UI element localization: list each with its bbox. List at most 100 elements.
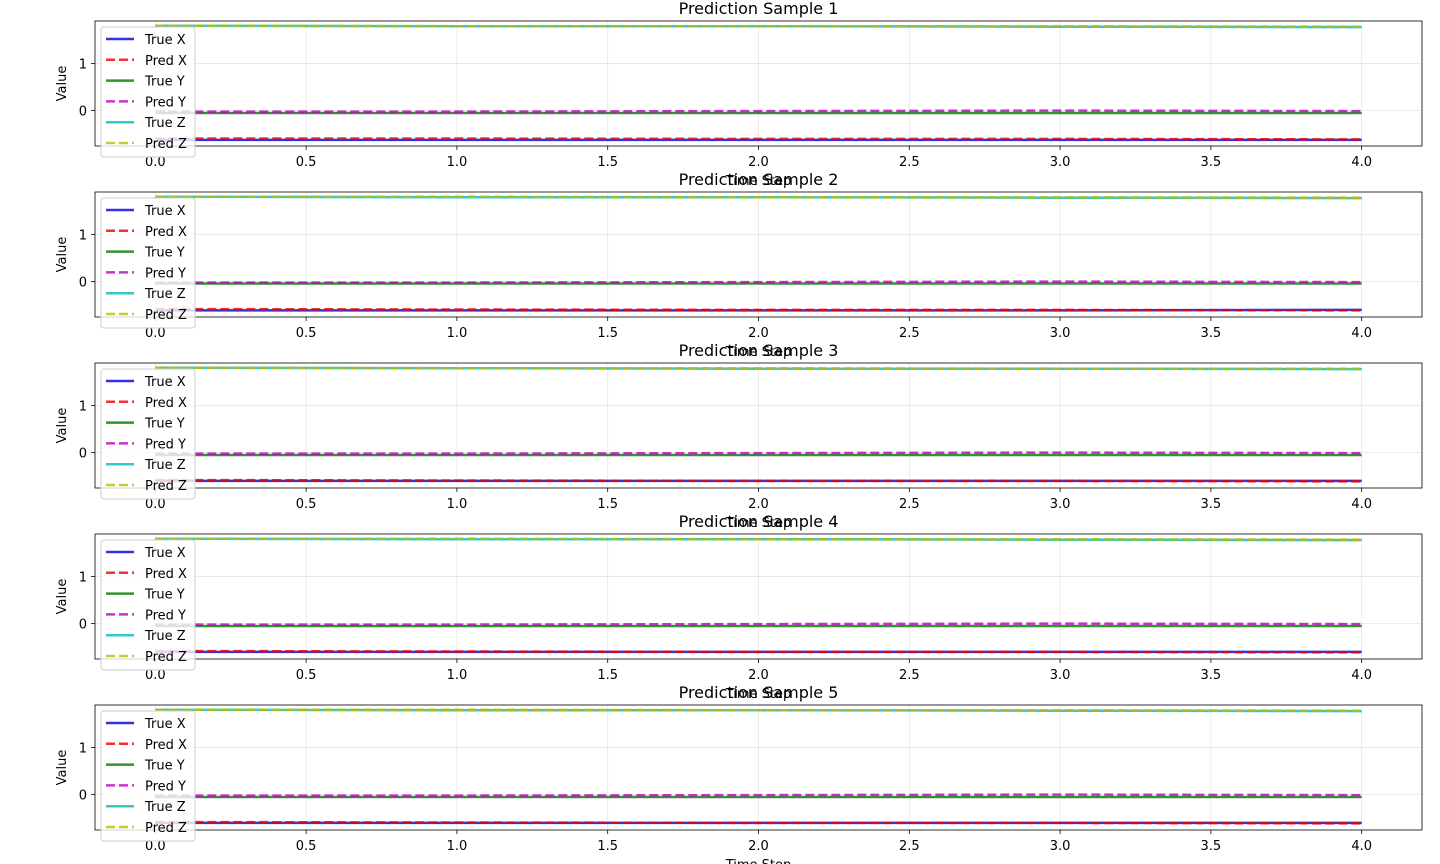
x-tick-label: 1.5 (597, 668, 618, 683)
legend-label: Pred Y (145, 437, 186, 452)
series-line-pred-x (155, 137, 1362, 141)
x-tick-label: 4.0 (1351, 668, 1372, 683)
panel-title: Prediction Sample 4 (679, 512, 839, 531)
y-tick-label: 1 (79, 570, 87, 585)
x-tick-label: 3.0 (1050, 497, 1071, 512)
x-tick-label: 2.0 (748, 326, 769, 341)
y-axis-label: Value (55, 579, 70, 615)
x-tick-label: 1.0 (447, 668, 468, 683)
series-line-pred-z (155, 195, 1362, 199)
series-line-pred-y (155, 622, 1362, 626)
subplot-4: 0.0 0.5 1.0 1.5 2.0 2.5 3.0 3.5 4.0 0 1 Prediction … (55, 512, 1423, 702)
x-tick-label: 3.5 (1201, 668, 1222, 683)
y-tick-label: 1 (79, 57, 87, 72)
subplot-5: 0.0 0.5 1.0 1.5 2.0 2.5 3.0 3.5 4.0 0 1 Prediction … (55, 683, 1423, 864)
x-tick-label: 0.5 (296, 155, 317, 170)
legend-label: True Z (144, 629, 186, 644)
y-tick-label: 1 (79, 399, 87, 414)
x-tick-label: 1.0 (447, 839, 468, 854)
x-tick-label: 0.0 (145, 155, 166, 170)
panel-title: Prediction Sample 3 (679, 341, 839, 360)
x-tick-label: 2.5 (899, 839, 920, 854)
x-tick-label: 0.0 (145, 839, 166, 854)
y-tick-label: 0 (79, 276, 87, 291)
x-tick-label: 4.0 (1351, 326, 1372, 341)
legend-label: Pred Z (145, 821, 187, 836)
panel-title: Prediction Sample 5 (679, 683, 839, 702)
y-tick-label: 1 (79, 741, 87, 756)
axes-frame (94, 704, 1423, 831)
x-tick-label: 2.0 (748, 497, 769, 512)
legend-label: Pred Y (145, 608, 186, 623)
x-axis-label: Time Step (725, 687, 792, 702)
series-line-pred-x (155, 307, 1362, 312)
x-tick-label: 0.0 (145, 497, 166, 512)
legend-label: True X (144, 546, 186, 561)
legend-label: True Z (144, 116, 186, 131)
axes-frame (94, 191, 1423, 318)
subplot-1: 0.0 0.5 1.0 1.5 2.0 2.5 3.0 3.5 4.0 0 1 Prediction … (55, 0, 1423, 189)
x-tick-label: 1.5 (597, 155, 618, 170)
x-axis-label: Time Step (725, 174, 792, 189)
y-tick-label: 0 (79, 447, 87, 462)
y-axis-label: Value (55, 408, 70, 444)
legend-label: Pred X (145, 567, 187, 582)
series-line-pred-y (155, 451, 1362, 455)
legend-label: True X (144, 33, 186, 48)
x-tick-label: 3.0 (1050, 668, 1071, 683)
legend-label: Pred X (145, 54, 187, 69)
x-tick-label: 4.0 (1351, 839, 1372, 854)
x-tick-label: 1.0 (447, 497, 468, 512)
x-tick-label: 2.0 (748, 839, 769, 854)
y-axis-label: Value (55, 66, 70, 102)
x-tick-label: 3.5 (1201, 326, 1222, 341)
axes-frame (94, 362, 1423, 489)
series-line-pred-z (155, 537, 1362, 541)
x-tick-label: 2.5 (899, 668, 920, 683)
legend-label: True Y (144, 246, 185, 261)
plot-area (95, 21, 1422, 146)
legend-label: Pred Z (145, 308, 187, 323)
panel-title: Prediction Sample 2 (679, 170, 839, 189)
series-line-pred-z (155, 708, 1362, 712)
x-tick-label: 3.5 (1201, 497, 1222, 512)
x-axis-label: Time Step (725, 345, 792, 360)
x-tick-label: 0.0 (145, 668, 166, 683)
panel-title: Prediction Sample 1 (679, 0, 839, 18)
x-tick-label: 1.0 (447, 155, 468, 170)
x-axis-label: Time Step (725, 516, 792, 531)
x-tick-label: 2.5 (899, 155, 920, 170)
legend-label: True X (144, 717, 186, 732)
series-line-pred-y (155, 280, 1362, 284)
y-tick-label: 0 (79, 618, 87, 633)
plot-area (95, 363, 1422, 488)
legend: True X Pred X True Y Pred Y True Z Pred Z (100, 710, 196, 842)
x-tick-label: 0.5 (296, 326, 317, 341)
y-axis-label: Value (55, 237, 70, 273)
x-tick-label: 3.0 (1050, 326, 1071, 341)
legend-label: Pred Y (145, 779, 186, 794)
subplot-2: 0.0 0.5 1.0 1.5 2.0 2.5 3.0 3.5 4.0 0 1 Prediction … (55, 170, 1423, 360)
legend-label: Pred Y (145, 95, 186, 110)
x-tick-label: 0.5 (296, 497, 317, 512)
x-tick-label: 0.0 (145, 326, 166, 341)
x-tick-label: 4.0 (1351, 497, 1372, 512)
legend-label: True Z (144, 800, 186, 815)
x-tick-label: 2.5 (899, 497, 920, 512)
legend-label: Pred Y (145, 266, 186, 281)
x-tick-label: 4.0 (1351, 155, 1372, 170)
legend-label: True Z (144, 287, 186, 302)
x-tick-label: 3.0 (1050, 155, 1071, 170)
x-tick-label: 1.5 (597, 326, 618, 341)
series-line-pred-x (155, 478, 1362, 483)
y-tick-label: 0 (79, 789, 87, 804)
x-tick-label: 1.5 (597, 497, 618, 512)
legend-label: True Y (144, 417, 185, 432)
x-tick-label: 2.0 (748, 668, 769, 683)
y-tick-label: 0 (79, 105, 87, 120)
x-tick-label: 1.0 (447, 326, 468, 341)
axes-frame (94, 20, 1423, 147)
legend-label: Pred X (145, 225, 187, 240)
y-axis-label: Value (55, 750, 70, 786)
